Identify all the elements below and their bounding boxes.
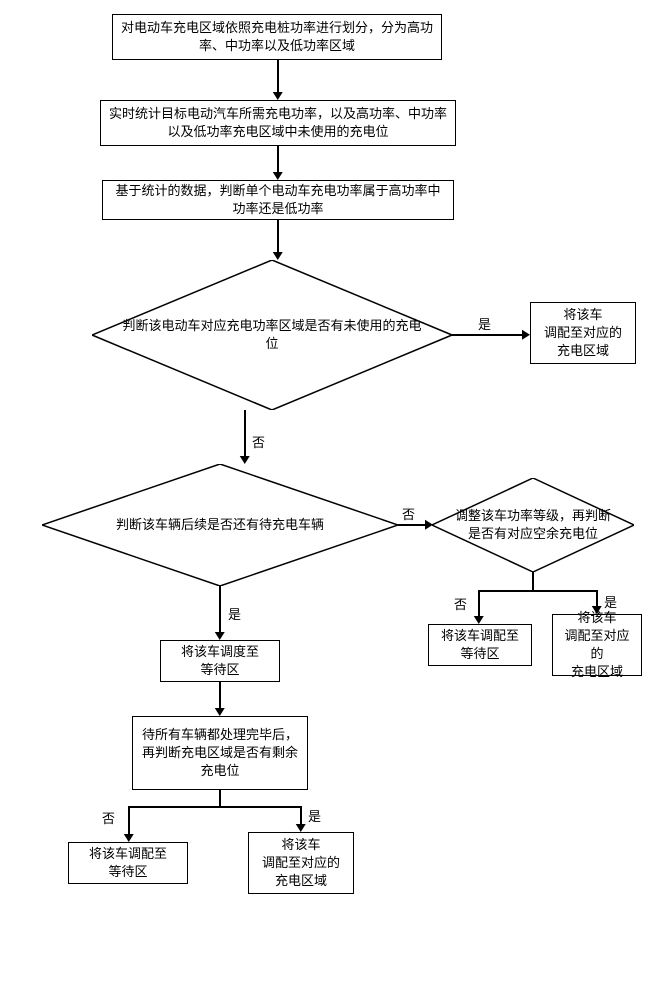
process-dispatch-wait-1: 将该车调度至 等待区 bbox=[160, 640, 280, 682]
edge-label-no: 否 bbox=[102, 808, 115, 827]
edge-line bbox=[219, 586, 221, 632]
process-stat-power: 实时统计目标电动汽车所需充电功率，以及高功率、中功率以及低功率充电区域中未使用的… bbox=[100, 100, 456, 146]
edge-line bbox=[277, 60, 279, 92]
node-text: 将该车调配至 等待区 bbox=[441, 627, 519, 663]
arrow-head bbox=[273, 252, 283, 260]
edge-line bbox=[300, 806, 302, 824]
edge-label-yes: 是 bbox=[308, 806, 321, 825]
edge-label-yes: 是 bbox=[478, 314, 491, 333]
process-judge-level: 基于统计的数据，判断单个电动车充电功率属于高功率中功率还是低功率 bbox=[102, 180, 454, 220]
flowchart-container: 对电动车充电区域依照充电桩功率进行划分，分为高功率、中功率以及低功率区域 实时统… bbox=[0, 0, 650, 1000]
node-text: 实时统计目标电动汽车所需充电功率，以及高功率、中功率以及低功率充电区域中未使用的… bbox=[109, 105, 447, 141]
node-text: 判断该电动车对应充电功率区域是否有未使用的充电位 bbox=[92, 317, 452, 353]
edge-line bbox=[398, 524, 428, 526]
decision-region-available: 判断该电动车对应充电功率区域是否有未使用的充电位 bbox=[92, 260, 452, 410]
edge-line bbox=[128, 806, 302, 808]
edge-line bbox=[452, 334, 522, 336]
arrow-head bbox=[273, 172, 283, 180]
arrow-head bbox=[215, 708, 225, 716]
edge-label-yes: 是 bbox=[228, 604, 241, 623]
node-text: 将该车 调配至对应的 充电区域 bbox=[262, 836, 340, 891]
edge-line bbox=[596, 590, 598, 606]
node-text: 将该车调度至 等待区 bbox=[181, 643, 259, 679]
process-dispatch-to-region-1: 将该车 调配至对应的 充电区域 bbox=[530, 302, 636, 364]
edge-line bbox=[277, 220, 279, 252]
edge-line bbox=[478, 590, 598, 592]
edge-line bbox=[219, 790, 221, 806]
process-recheck-remaining: 待所有车辆都处理完毕后，再判断充电区域是否有剩余充电位 bbox=[132, 716, 308, 790]
edge-label-no: 否 bbox=[402, 504, 415, 523]
node-text: 待所有车辆都处理完毕后，再判断充电区域是否有剩余充电位 bbox=[141, 726, 299, 781]
edge-label-no: 否 bbox=[454, 594, 467, 613]
arrow-head bbox=[296, 824, 306, 832]
arrow-head bbox=[522, 330, 530, 340]
node-text: 将该车调配至 等待区 bbox=[89, 845, 167, 881]
node-text: 将该车 调配至对应的 充电区域 bbox=[561, 609, 633, 682]
edge-line bbox=[128, 806, 130, 834]
decision-more-vehicles: 判断该车辆后续是否还有待充电车辆 bbox=[42, 464, 398, 586]
process-dispatch-wait-2: 将该车调配至 等待区 bbox=[428, 624, 532, 666]
node-text: 调整该车功率等级，再判断是否有对应空余充电位 bbox=[432, 507, 634, 543]
edge-label-no: 否 bbox=[252, 432, 265, 451]
edge-line bbox=[244, 410, 246, 456]
edge-line bbox=[478, 590, 480, 616]
arrow-head bbox=[273, 92, 283, 100]
arrow-head bbox=[215, 632, 225, 640]
node-text: 基于统计的数据，判断单个电动车充电功率属于高功率中功率还是低功率 bbox=[111, 182, 445, 218]
arrow-head bbox=[124, 834, 134, 842]
arrow-head bbox=[474, 616, 484, 624]
process-divide-regions: 对电动车充电区域依照充电桩功率进行划分，分为高功率、中功率以及低功率区域 bbox=[112, 14, 442, 60]
node-text: 对电动车充电区域依照充电桩功率进行划分，分为高功率、中功率以及低功率区域 bbox=[121, 19, 433, 55]
node-text: 将该车 调配至对应的 充电区域 bbox=[544, 306, 622, 361]
decision-adjust-level: 调整该车功率等级，再判断是否有对应空余充电位 bbox=[432, 478, 634, 572]
process-dispatch-to-region-2: 将该车 调配至对应的 充电区域 bbox=[552, 614, 642, 676]
edge-line bbox=[277, 146, 279, 172]
process-dispatch-to-region-3: 将该车 调配至对应的 充电区域 bbox=[248, 832, 354, 894]
edge-line bbox=[532, 572, 534, 590]
edge-line bbox=[219, 682, 221, 708]
process-dispatch-wait-3: 将该车调配至 等待区 bbox=[68, 842, 188, 884]
node-text: 判断该车辆后续是否还有待充电车辆 bbox=[42, 516, 398, 534]
arrow-head bbox=[240, 456, 250, 464]
